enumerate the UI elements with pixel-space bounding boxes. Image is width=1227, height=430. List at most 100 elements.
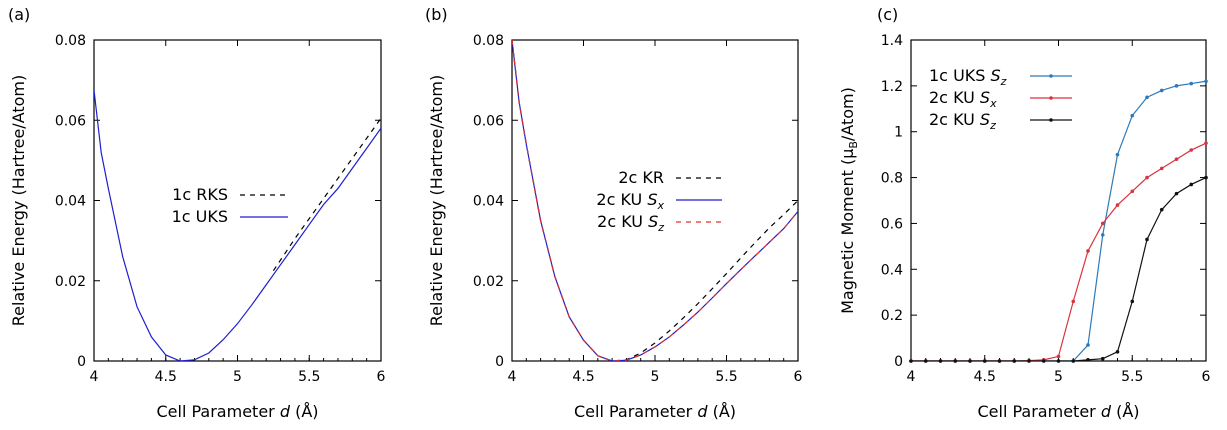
data-point (1100, 221, 1105, 226)
y-axis-label: Magnetic Moment (μB/Atom) (838, 87, 860, 314)
x-tick-label: 6 (1202, 369, 1211, 385)
series-line-3 (512, 40, 798, 361)
data-point (1189, 182, 1194, 187)
data-point (1174, 191, 1179, 196)
data-point (1056, 359, 1061, 363)
data-point (1115, 203, 1120, 207)
x-tick-label: 5.5 (715, 369, 737, 385)
data-point (1159, 207, 1164, 212)
x-tick-label: 6 (794, 369, 803, 385)
y-tick-label: 0.04 (473, 194, 504, 210)
x-tick-label: 5 (1054, 369, 1063, 385)
legend-label: 1c RKS (172, 185, 228, 204)
data-point (1071, 299, 1076, 304)
y-tick-label: 0 (894, 354, 903, 370)
data-point (1174, 84, 1179, 88)
y-tick-label: 0.4 (881, 262, 903, 278)
y-tick-label: 1.2 (881, 79, 903, 95)
legend-marker (1049, 118, 1053, 122)
data-point (1174, 157, 1179, 162)
plot-frame (93, 39, 382, 362)
data-point (1130, 113, 1135, 118)
data-point (1086, 249, 1090, 253)
panel-2: (b) 4 4.5 5 5.5 6 0 0.02 0.04 0.06 0.08 Cell Parame… (425, 5, 803, 421)
data-point (1086, 343, 1090, 347)
legend-label: 2c KU Sz (597, 212, 664, 234)
x-tick-label: 5.5 (1121, 369, 1143, 385)
y-tick-label: 0.08 (55, 33, 86, 49)
series-line-3 (911, 177, 1206, 361)
data-point (1115, 152, 1120, 157)
y-tick-label: 0.06 (55, 113, 86, 129)
y-axis-label: Relative Energy (Hartree/Atom) (427, 75, 446, 327)
data-point (923, 359, 928, 363)
data-point (1145, 95, 1149, 100)
x-tick-label: 6 (377, 369, 386, 385)
data-point (1159, 166, 1164, 171)
y-tick-label: 0.8 (881, 171, 903, 187)
legend-label: 2c KU Sz (929, 110, 996, 132)
panel-1: (a) 4 4.5 5 5.5 6 0 0.02 0.04 0.06 0.08 Cell Parame… (8, 5, 386, 421)
y-tick-label: 1 (894, 125, 903, 141)
data-point (1086, 358, 1090, 362)
data-point (953, 359, 958, 363)
data-point (909, 359, 913, 363)
legend-label: 2c KU Sx (596, 190, 664, 212)
series-line-1 (911, 80, 1206, 361)
data-point (997, 359, 1002, 363)
y-tick-label: 1.4 (881, 33, 903, 49)
data-point (1115, 350, 1120, 354)
y-tick-label: 0.04 (55, 194, 86, 210)
data-point (1130, 189, 1135, 194)
x-axis-label: Cell Parameter d (Å) (157, 402, 319, 421)
data-point (982, 359, 987, 363)
data-point (1204, 79, 1208, 84)
y-tick-label: 0.02 (55, 274, 86, 290)
data-point (1159, 88, 1164, 93)
y-tick-label: 0 (77, 354, 86, 370)
data-point (1012, 359, 1017, 363)
panel-label: (a) (8, 5, 30, 24)
y-tick-label: 0 (495, 354, 504, 370)
x-tick-label: 5 (651, 369, 660, 385)
x-tick-label: 4.5 (572, 369, 594, 385)
series-line-2 (94, 90, 381, 361)
x-tick-label: 5.5 (298, 369, 320, 385)
y-tick-label: 0.08 (473, 33, 504, 49)
data-point (1100, 233, 1105, 237)
x-tick-label: 5 (233, 369, 242, 385)
legend-label: 2c KR (618, 168, 664, 187)
panel-label: (c) (877, 5, 898, 24)
data-point (1056, 354, 1061, 359)
panel-3: (c) 4 4.5 5 5.5 6 0 0.2 0.4 0.6 0.8 1 1.2 1.4 Cell Par… (838, 5, 1211, 421)
data-point (1100, 356, 1105, 361)
x-axis-label: Cell Parameter d (Å) (978, 402, 1140, 421)
data-point (1130, 299, 1135, 304)
data-point (1041, 359, 1046, 363)
x-tick-label: 4 (90, 369, 99, 385)
legend-marker (1049, 96, 1053, 100)
data-point (1189, 148, 1194, 152)
x-tick-label: 4.5 (155, 369, 177, 385)
data-point (938, 359, 943, 363)
x-axis-label: Cell Parameter d (Å) (574, 402, 736, 421)
legend-label: 1c UKS Sz (929, 66, 1007, 88)
legend-marker (1049, 74, 1053, 78)
y-axis-label: Relative Energy (Hartree/Atom) (9, 75, 28, 327)
data-point (1145, 237, 1149, 242)
legend-label: 2c KU Sx (929, 88, 997, 110)
x-tick-label: 4 (508, 369, 517, 385)
y-tick-label: 0.6 (881, 216, 903, 232)
data-point (1189, 81, 1194, 86)
x-tick-label: 4 (907, 369, 916, 385)
data-point (1071, 359, 1076, 363)
series-line-2 (911, 142, 1206, 361)
data-point (968, 359, 972, 363)
panel-label: (b) (425, 5, 448, 24)
y-tick-label: 0.02 (473, 274, 504, 290)
y-tick-label: 0.2 (881, 308, 903, 324)
x-tick-label: 4.5 (974, 369, 996, 385)
series-line-1 (272, 117, 381, 272)
data-point (1027, 359, 1031, 363)
